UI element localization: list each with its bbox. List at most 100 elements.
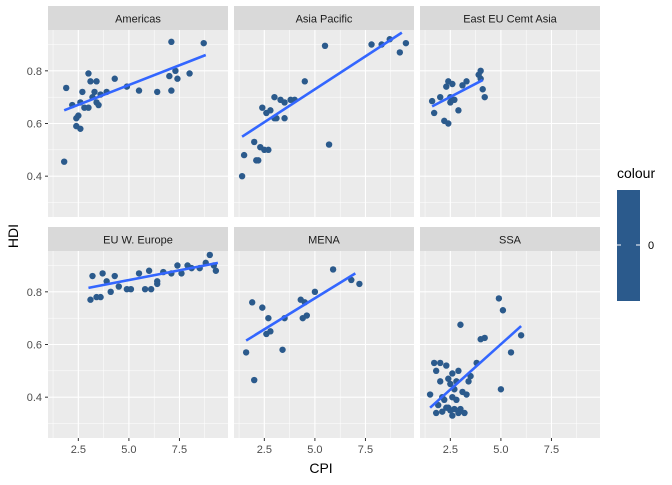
data-point xyxy=(329,266,337,273)
data-point xyxy=(97,293,104,301)
data-point xyxy=(267,328,274,335)
data-point xyxy=(477,67,484,75)
data-point xyxy=(111,75,118,82)
data-point xyxy=(449,370,456,377)
facet-strip xyxy=(48,227,228,251)
data-point xyxy=(451,96,458,104)
data-point xyxy=(303,312,311,319)
data-point xyxy=(457,405,464,413)
data-point xyxy=(240,151,248,159)
data-point xyxy=(445,120,452,127)
data-point xyxy=(172,67,179,75)
data-point xyxy=(453,396,460,404)
data-point xyxy=(479,86,486,93)
data-point xyxy=(135,270,143,277)
x-tick-label: 7.5 xyxy=(172,444,187,456)
data-point xyxy=(168,87,175,94)
data-point xyxy=(441,396,448,404)
data-point xyxy=(85,104,92,111)
data-point xyxy=(481,334,488,342)
facet-strip-label: East EU Cemt Asia xyxy=(463,14,557,26)
data-point xyxy=(428,97,436,105)
facet-strip-label: SSA xyxy=(499,235,522,247)
data-point xyxy=(166,72,173,80)
data-point xyxy=(402,39,410,47)
data-point xyxy=(455,367,462,375)
data-point xyxy=(271,93,278,101)
y-tick-label: 0.8 xyxy=(27,287,42,299)
data-point xyxy=(455,107,462,114)
data-point xyxy=(111,272,118,280)
x-axis-title: CPI xyxy=(309,460,332,476)
facet-panel: SSA 2.5 5.0 7.5 xyxy=(420,227,600,456)
data-point xyxy=(62,84,70,92)
x-tick-label: 2.5 xyxy=(257,444,272,456)
data-point xyxy=(517,332,525,339)
data-point xyxy=(77,125,84,132)
data-point xyxy=(432,409,440,417)
x-tick-label: 5.0 xyxy=(493,444,508,456)
data-point xyxy=(267,107,274,114)
data-point xyxy=(368,41,375,48)
data-point xyxy=(265,146,272,154)
facet-strip xyxy=(234,6,414,30)
data-point xyxy=(281,99,288,106)
y-tick-label: 0.4 xyxy=(27,392,42,404)
data-point xyxy=(238,172,246,180)
y-tick-label: 0.8 xyxy=(27,66,42,78)
data-point xyxy=(93,78,100,85)
data-point xyxy=(437,359,444,367)
data-point xyxy=(127,285,135,293)
data-point xyxy=(265,314,272,322)
facet-strip-label: Americas xyxy=(115,14,161,26)
data-point xyxy=(242,349,250,356)
facet-panels: Americas 0.4 0.6 0.8 Asia Pacific East EU Cem… xyxy=(27,6,600,456)
fit-line xyxy=(63,53,207,112)
facet-strip xyxy=(234,227,414,251)
facet-panel: EU W. Europe 0.4 0.6 0.8 2.5 5.0 7.5 xyxy=(27,227,228,456)
y-tick-label: 0.6 xyxy=(27,119,42,131)
data-point xyxy=(445,375,452,382)
x-tick-label: 7.5 xyxy=(358,444,373,456)
data-point xyxy=(141,285,149,293)
data-point xyxy=(186,70,193,77)
legend: colour 0 xyxy=(617,165,655,301)
legend-colorbar xyxy=(617,190,640,301)
data-point xyxy=(206,251,213,259)
legend-tick-label: 0 xyxy=(648,240,654,252)
data-point xyxy=(87,78,94,85)
data-point xyxy=(255,157,262,164)
facet-strip xyxy=(420,227,600,251)
data-point xyxy=(251,138,258,146)
facet-panel: Americas 0.4 0.6 0.8 xyxy=(27,6,228,217)
data-point xyxy=(459,82,466,89)
facet-strip xyxy=(420,6,600,30)
data-point xyxy=(178,270,185,277)
data-point xyxy=(449,80,456,88)
data-point xyxy=(249,299,256,306)
data-point xyxy=(463,391,470,398)
x-tick-label: 2.5 xyxy=(71,444,86,456)
data-point xyxy=(430,359,438,367)
data-point xyxy=(356,280,363,288)
data-point xyxy=(325,141,333,148)
data-point xyxy=(457,321,464,328)
fit-line xyxy=(429,325,522,409)
facet-strip-label: EU W. Europe xyxy=(103,235,173,247)
data-point xyxy=(449,412,456,419)
data-point xyxy=(251,376,258,384)
data-point xyxy=(432,367,440,375)
x-tick-label: 5.0 xyxy=(121,444,136,456)
facet-strip-label: MENA xyxy=(308,235,340,247)
data-point xyxy=(495,295,503,302)
data-point xyxy=(95,101,102,109)
data-point xyxy=(259,304,266,311)
data-point xyxy=(200,39,207,47)
data-point xyxy=(85,70,92,77)
facet-panel: East EU Cemt Asia xyxy=(420,6,600,217)
data-point xyxy=(89,272,96,280)
data-point xyxy=(451,405,458,413)
fit-line xyxy=(241,31,403,138)
